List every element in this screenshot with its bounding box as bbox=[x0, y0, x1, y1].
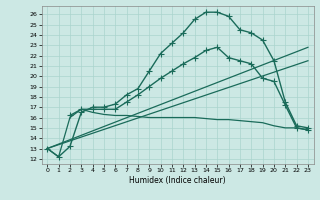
X-axis label: Humidex (Indice chaleur): Humidex (Indice chaleur) bbox=[129, 176, 226, 185]
